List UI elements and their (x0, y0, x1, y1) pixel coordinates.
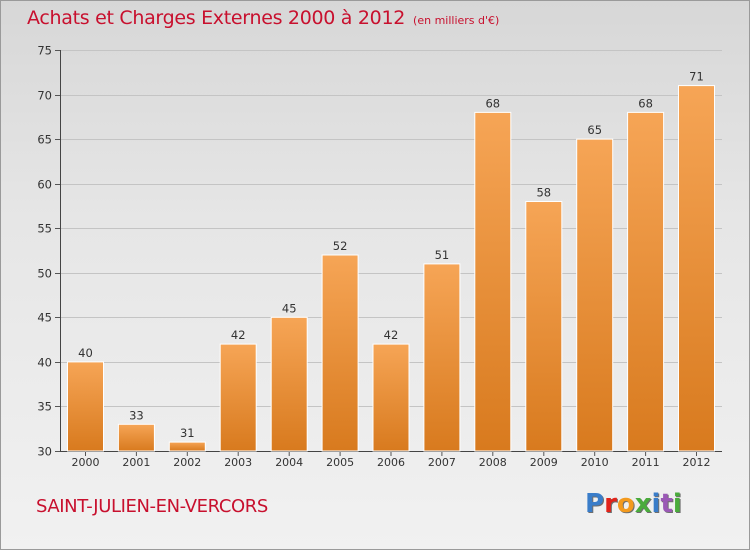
chart-title-block: Achats et Charges Externes 2000 à 2012 (e… (27, 7, 499, 29)
proxiti-logo: Proxiti (585, 489, 682, 519)
y-tick-label: 45 (37, 311, 52, 325)
commune-name: SAINT-JULIEN-EN-VERCORS (36, 496, 268, 517)
y-tick-label: 40 (37, 356, 52, 370)
y-tick-label: 50 (37, 267, 52, 281)
bar-2003 (219, 343, 257, 452)
x-tick-label-2012: 2012 (683, 456, 711, 469)
chart-unit: (en milliers d'€) (413, 14, 500, 27)
data-label-2003: 42 (231, 328, 246, 342)
x-tick-label-2005: 2005 (326, 456, 354, 469)
y-tick-label: 30 (37, 445, 52, 459)
data-label-2008: 68 (485, 96, 500, 110)
data-label-2007: 51 (435, 248, 450, 262)
x-tick-label-2008: 2008 (479, 456, 507, 469)
data-label-2011: 68 (638, 96, 653, 110)
bar-2008 (474, 111, 512, 452)
bar-2010 (576, 138, 614, 452)
chart-title: Achats et Charges Externes 2000 à 2012 (27, 7, 406, 29)
data-label-2012: 71 (689, 70, 704, 84)
y-tick-label: 55 (37, 222, 52, 236)
logo-letter: t (660, 489, 673, 519)
bar-2007 (423, 263, 461, 452)
x-tick-label-2002: 2002 (173, 456, 201, 469)
x-tick-label-2010: 2010 (581, 456, 609, 469)
x-tick-label-2001: 2001 (122, 456, 150, 469)
bar-2006 (372, 343, 410, 452)
x-tick-label-2007: 2007 (428, 456, 456, 469)
bar-2005 (321, 254, 359, 452)
x-tick-label-2006: 2006 (377, 456, 405, 469)
x-tick-label-2009: 2009 (530, 456, 558, 469)
data-labels: 40 33 31 42 45 52 42 51 68 58 65 68 71 (78, 70, 704, 441)
bars (67, 85, 715, 452)
data-label-2004: 45 (282, 301, 297, 315)
bar-2012 (678, 85, 715, 452)
data-label-2001: 33 (129, 408, 144, 422)
bar-2001 (117, 423, 155, 452)
y-tick-label: 35 (37, 400, 52, 414)
x-tick-label-2000: 2000 (72, 456, 100, 469)
data-label-2005: 52 (333, 239, 348, 253)
bar-2009 (525, 201, 563, 452)
x-tick-label-2004: 2004 (275, 456, 303, 469)
data-label-2006: 42 (384, 328, 399, 342)
x-tick-label-2003: 2003 (224, 456, 252, 469)
data-label-2009: 58 (536, 186, 551, 200)
bar-2011 (627, 111, 665, 452)
y-tick-label: 60 (37, 178, 52, 192)
logo-letter: P (585, 489, 605, 519)
logo-letter: x (634, 489, 652, 519)
bar-2002 (168, 441, 206, 452)
y-tick-label: 75 (37, 44, 52, 58)
y-tick-label: 70 (37, 89, 52, 103)
data-label-2000: 40 (78, 346, 93, 360)
bar-2004 (270, 316, 308, 452)
logo-letter: i (651, 489, 661, 519)
logo-letter: i (672, 489, 682, 519)
bar-2000 (67, 361, 104, 452)
logo-letter: r (604, 489, 617, 519)
x-tick-label-2011: 2011 (632, 456, 660, 469)
data-label-2010: 65 (587, 123, 602, 137)
logo-letter: o (616, 489, 635, 519)
data-label-2002: 31 (180, 426, 195, 440)
y-tick-label: 65 (37, 133, 52, 147)
